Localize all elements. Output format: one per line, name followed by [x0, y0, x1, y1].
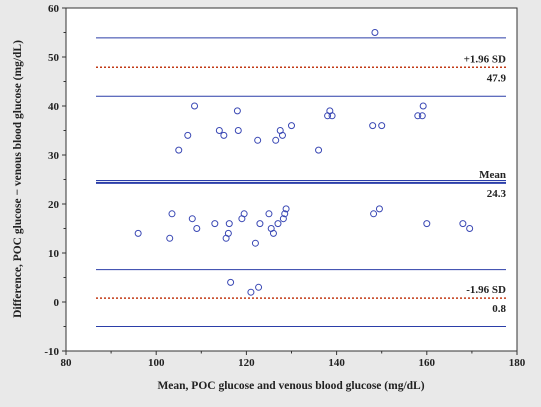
- data-point: [466, 225, 474, 232]
- data-point: [175, 146, 183, 154]
- data-point: [272, 136, 280, 144]
- data-point: [278, 131, 286, 139]
- data-point: [247, 288, 255, 296]
- ref-label-upper-loa: +1.96 SD: [464, 53, 506, 65]
- y-axis: -10 0 10 20 30 40 50 60: [44, 3, 66, 358]
- data-point: [378, 122, 386, 130]
- annotations: Mean 24.3 +1.96 SD 47.9 -1.96 SD 0.8: [464, 53, 507, 315]
- data-point: [211, 220, 219, 228]
- data-point: [184, 131, 192, 139]
- data-point: [255, 283, 263, 291]
- data-point: [225, 220, 233, 228]
- data-point: [269, 229, 277, 237]
- data-point: [375, 205, 383, 213]
- data-point: [220, 131, 228, 139]
- data-point: [369, 122, 377, 130]
- y-tick-label: -10: [44, 346, 59, 358]
- reference-lines: [96, 37, 506, 327]
- data-point: [224, 229, 232, 237]
- data-point: [459, 220, 467, 228]
- data-point: [240, 210, 248, 218]
- y-tick-label: 10: [48, 248, 60, 260]
- x-tick-label: 180: [509, 357, 526, 369]
- data-point: [414, 112, 422, 120]
- ref-value-lower-loa: 0.8: [492, 303, 506, 315]
- x-axis: 80 100 120 140 160 180: [61, 351, 526, 369]
- data-point: [419, 102, 427, 110]
- x-tick-label: 80: [61, 357, 73, 369]
- data-point: [371, 29, 379, 36]
- data-point: [227, 278, 235, 286]
- data-point: [134, 229, 142, 237]
- x-tick-label: 120: [238, 357, 255, 369]
- data-point: [281, 210, 289, 218]
- data-point: [418, 112, 426, 120]
- ref-value-mean: 24.3: [487, 188, 507, 200]
- data-point: [168, 210, 176, 218]
- data-point: [282, 205, 290, 213]
- data-point: [256, 220, 264, 228]
- data-point: [191, 102, 199, 110]
- data-point: [233, 107, 241, 115]
- y-tick-label: 0: [54, 297, 60, 309]
- y-tick-label: 60: [48, 3, 60, 15]
- y-tick-label: 20: [48, 199, 60, 211]
- data-point: [274, 220, 282, 228]
- plot-area: [65, 7, 518, 352]
- data-point: [315, 146, 323, 154]
- data-point: [328, 112, 336, 120]
- data-point: [279, 215, 287, 223]
- data-point: [288, 122, 295, 130]
- ref-value-upper-loa: 47.9: [487, 72, 507, 84]
- x-tick-label: 140: [328, 357, 345, 369]
- x-tick-label: 160: [419, 357, 436, 369]
- y-tick-label: 50: [48, 52, 60, 64]
- data-point: [188, 215, 196, 223]
- y-tick-label: 40: [48, 101, 60, 113]
- y-axis-title: Difference, POC glucose − venous blood g…: [12, 40, 24, 318]
- x-axis-title: Mean, POC glucose and venous blood gluco…: [157, 380, 424, 392]
- data-point: [215, 127, 223, 134]
- y-tick-label: 30: [48, 150, 60, 162]
- ref-label-mean: Mean: [479, 169, 506, 181]
- data-point: [370, 210, 378, 218]
- data-point: [423, 220, 431, 228]
- data-point: [234, 127, 242, 134]
- x-tick-label: 100: [148, 357, 165, 369]
- data-point: [193, 225, 201, 232]
- ref-label-lower-loa: -1.96 SD: [466, 284, 506, 296]
- data-point: [166, 234, 174, 242]
- scatter-points: [134, 29, 474, 296]
- data-point: [251, 239, 259, 247]
- data-point: [265, 210, 273, 218]
- data-point: [254, 136, 262, 144]
